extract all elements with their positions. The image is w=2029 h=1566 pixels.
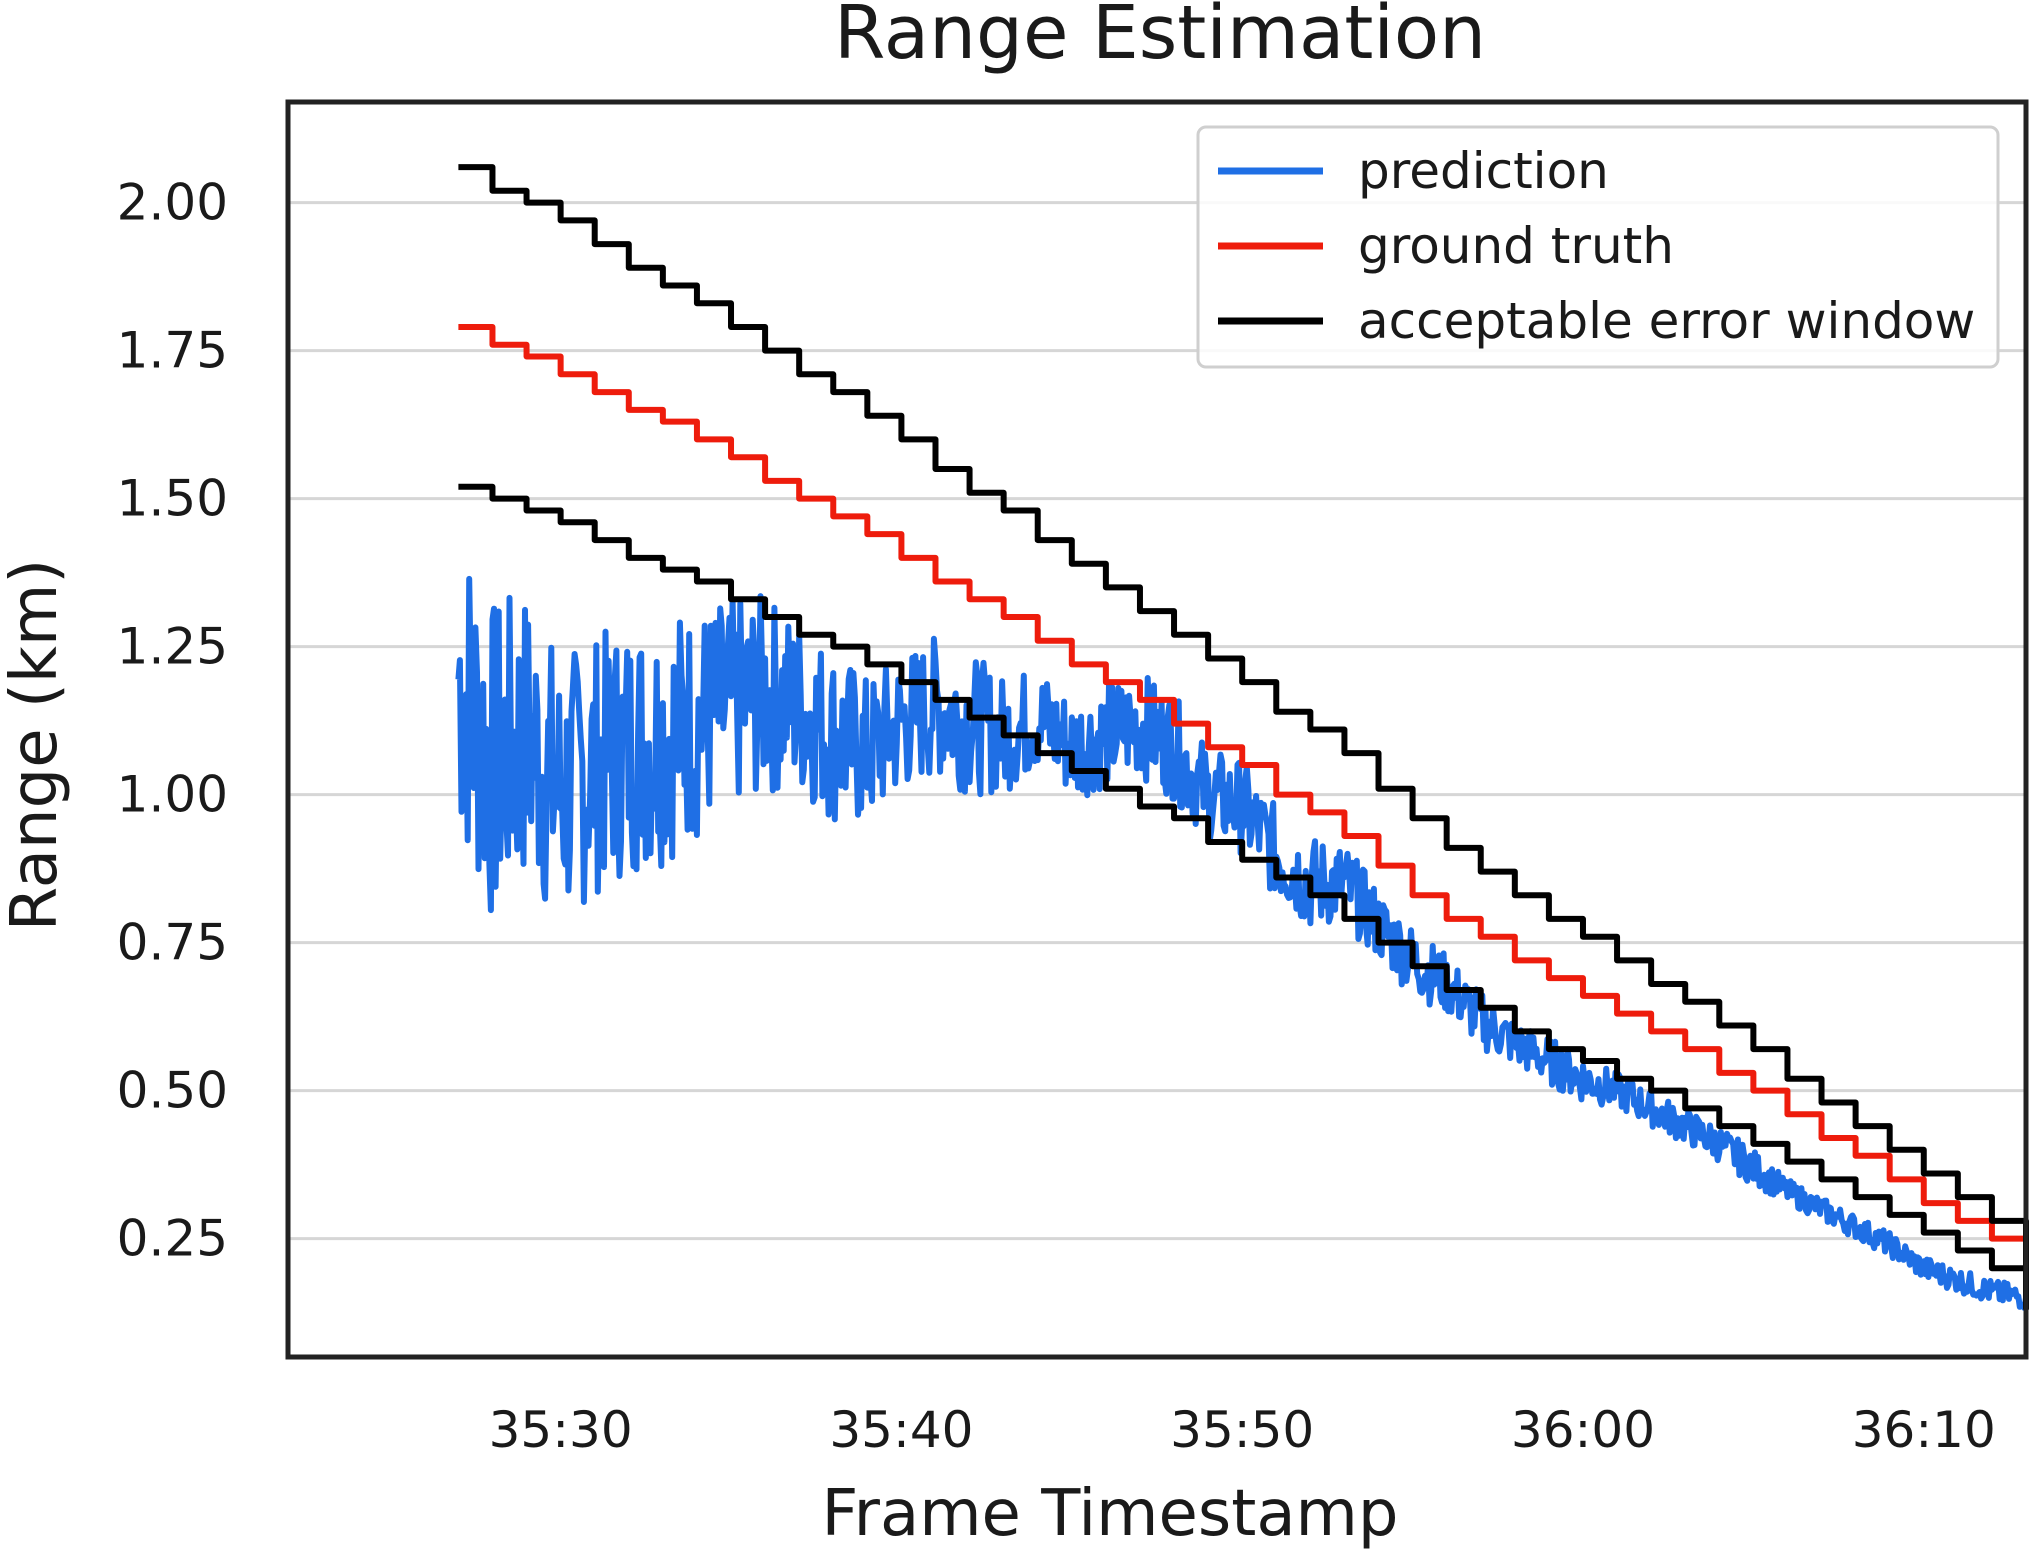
- prediction-line: [455, 575, 2029, 1312]
- legend-label: ground truth: [1358, 217, 1674, 275]
- plot-frame: [285, 99, 2029, 1360]
- x-tick-label: 35:40: [829, 1401, 973, 1459]
- y-tick-label: 0.50: [117, 1062, 228, 1120]
- x-tick-label: 36:00: [1511, 1401, 1655, 1459]
- error-window-line: [458, 483, 2029, 1310]
- legend-label: acceptable error window: [1358, 292, 1975, 350]
- y-tick-label: 1.25: [117, 618, 228, 676]
- x-tick-labels: 35:30 35:40 35:50 36:00 36:10: [489, 1401, 1996, 1459]
- y-axis-label: Range (km): [0, 559, 72, 932]
- legend: prediction ground truth acceptable error w…: [1196, 125, 2000, 369]
- x-tick-label: 35:30: [489, 1401, 633, 1459]
- y-tick-label: 1.50: [117, 470, 228, 528]
- series-lines: [455, 164, 2029, 1312]
- y-tick-label: 1.00: [117, 766, 228, 824]
- legend-box: [1196, 125, 2000, 369]
- y-tick-label: 1.75: [117, 322, 228, 380]
- x-tick-label: 36:10: [1852, 1401, 1996, 1459]
- x-axis-label: Frame Timestamp: [822, 1477, 1399, 1551]
- x-tick-label: 35:50: [1170, 1401, 1314, 1459]
- legend-label: prediction: [1358, 142, 1609, 200]
- error-window-line: [458, 164, 2029, 1281]
- gridlines: [288, 201, 2026, 1241]
- y-tick-labels: 0.25 0.50 0.75 1.00 1.25 1.50 1.75 2.00: [117, 174, 228, 1268]
- y-tick-label: 2.00: [117, 174, 228, 232]
- y-tick-label: 0.25: [117, 1210, 228, 1268]
- ground-truth-line: [458, 323, 2029, 1298]
- y-tick-label: 0.75: [117, 914, 228, 972]
- chart-title: Range Estimation: [834, 0, 1486, 76]
